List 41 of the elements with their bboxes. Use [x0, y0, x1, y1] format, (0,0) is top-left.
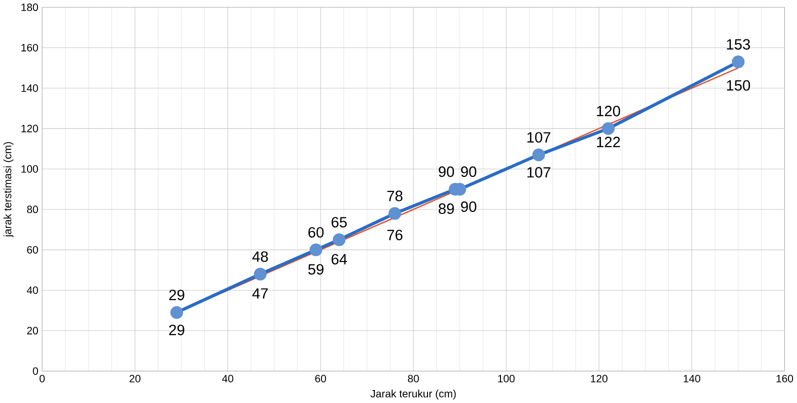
- data-label: 29: [169, 290, 184, 300]
- y-tick-label: 60: [27, 246, 38, 254]
- x-tick-label: 100: [498, 374, 515, 382]
- y-tick-label: 160: [22, 44, 38, 52]
- data-label: 107: [527, 132, 550, 143]
- data-label: 60: [308, 227, 324, 238]
- x-tick-label: 120: [590, 374, 608, 382]
- data-label: 78: [387, 190, 402, 202]
- data-label: 89: [438, 203, 454, 214]
- y-tick-label: 40: [26, 286, 38, 294]
- y-tick-label: 140: [22, 84, 38, 92]
- data-label: 29: [169, 324, 184, 336]
- data-label: 90: [438, 166, 454, 177]
- data-label: 150: [726, 80, 750, 91]
- y-tick-label: 120: [22, 124, 38, 132]
- x-tick-label: 0: [40, 374, 45, 382]
- data-label: 59: [308, 264, 324, 275]
- data-label: 64: [332, 254, 347, 264]
- x-tick-label: 60: [315, 374, 326, 382]
- y-axis-title: jarak terstimasi (cm): [4, 142, 14, 238]
- data-label: 153: [726, 39, 750, 50]
- data-label: 76: [387, 230, 402, 240]
- y-tick-label: 0: [32, 367, 38, 375]
- data-label: 90: [461, 166, 476, 177]
- x-tick-label: 140: [684, 374, 700, 382]
- x-tick-label: 20: [130, 374, 140, 382]
- data-label: 47: [252, 288, 268, 299]
- data-label: 65: [332, 216, 347, 228]
- data-label: 90: [461, 201, 476, 212]
- y-tick-label: 80: [27, 206, 38, 214]
- x-tick-label: 160: [776, 374, 794, 382]
- data-label: 48: [252, 251, 268, 262]
- data-label: 107: [527, 167, 550, 178]
- x-tick-label: 80: [408, 374, 419, 382]
- y-tick-label: 180: [22, 4, 38, 12]
- y-tick-label: 20: [27, 326, 38, 334]
- data-label: 120: [597, 106, 620, 116]
- x-tick-label: 40: [222, 374, 234, 382]
- data-label: 122: [597, 136, 620, 148]
- x-axis-title: Jarak terukur (cm): [370, 390, 456, 400]
- y-tick-label: 100: [22, 165, 38, 173]
